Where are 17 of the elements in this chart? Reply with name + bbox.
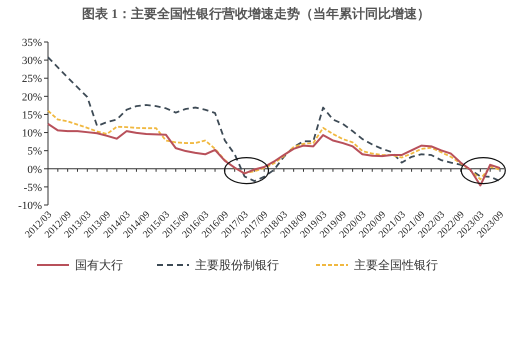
y-tick-label: 0% <box>27 164 42 176</box>
chart-title: 图表 1：主要全国性银行营收增速走势（当年累计同比增速） <box>82 6 430 21</box>
y-tick-label: 15% <box>22 109 42 122</box>
y-tick-label: 20% <box>22 91 42 104</box>
y-tick-label: 5% <box>27 146 42 158</box>
y-tick-label: 25% <box>22 73 42 86</box>
line-series <box>47 122 501 186</box>
y-tick-label: 10% <box>22 128 42 140</box>
y-tick-label: -10% <box>18 200 42 212</box>
legend-label: 主要股份制银行 <box>195 258 279 272</box>
line-series <box>47 110 501 180</box>
legend-label: 国有大行 <box>75 258 123 272</box>
line-series <box>47 56 501 182</box>
y-tick-label: 30% <box>22 55 42 68</box>
y-tick-label: 35% <box>22 37 42 49</box>
y-tick-label: -5% <box>24 182 42 194</box>
legend-label: 主要全国性银行 <box>354 258 438 272</box>
